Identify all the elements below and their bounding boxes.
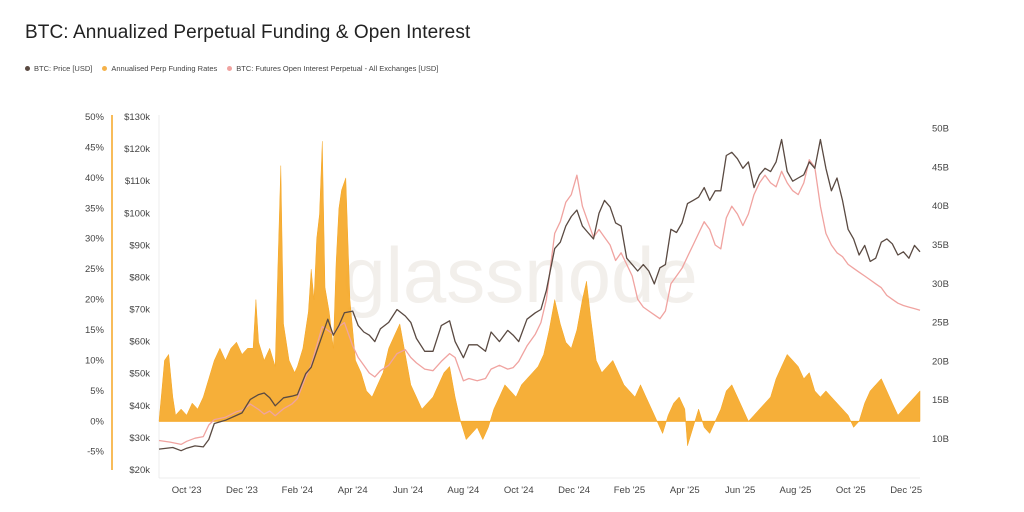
price-tick-label: $50k [129,369,150,380]
price-tick-label: $130k [124,112,150,123]
x-tick-label: Oct '23 [172,485,202,496]
chart-title: BTC: Annualized Perpetual Funding & Open… [25,22,471,43]
price-series [158,138,921,452]
funding-area [158,141,921,446]
funding-tick-label: 35% [85,203,105,214]
x-tick-label: Feb '24 [282,485,313,496]
funding-tick-label: 25% [85,264,105,275]
price-tick-label: $120k [124,144,150,155]
legend-label-price: BTC: Price [USD] [34,64,93,73]
x-tick-label: Dec '23 [226,485,258,496]
legend-label-open-interest: BTC: Futures Open Interest Perpetual - A… [236,64,439,73]
funding-tick-label: 10% [85,355,105,366]
funding-tick-label: -5% [87,447,104,458]
legend-item-open-interest[interactable]: BTC: Futures Open Interest Perpetual - A… [227,64,438,73]
legend-item-funding[interactable]: Annualised Perp Funding Rates [102,64,217,73]
x-tick-label: Dec '24 [558,485,590,496]
legend-dot-funding [102,66,108,71]
price-tick-label: $80k [129,272,150,283]
price-tick-label: $100k [124,208,150,219]
legend-dot-price [25,66,30,71]
oi-tick-label: 25B [932,318,949,329]
funding-series [158,141,921,446]
funding-tick-label: 0% [90,416,104,427]
funding-tick-label: 20% [85,295,105,306]
oi-tick-label: 10B [932,434,949,445]
chart-legend: BTC: Price [USD] Annualised Perp Funding… [25,64,438,73]
x-tick-label: Jun '25 [725,485,755,496]
oi-tick-label: 15B [932,395,949,406]
x-tick-label: Feb '25 [614,485,645,496]
funding-tick-label: 40% [85,173,105,184]
price-line [158,138,921,452]
price-tick-label: $90k [129,240,150,251]
watermark: glassnode [342,231,698,319]
funding-tick-label: 30% [85,234,105,245]
price-tick-label: $70k [129,305,150,316]
x-tick-label: Oct '24 [504,485,534,496]
funding-tick-label: 45% [85,142,105,153]
price-tick-label: $30k [129,433,150,444]
legend-item-price[interactable]: BTC: Price [USD] [25,64,92,73]
x-tick-label: Aug '25 [780,485,812,496]
funding-tick-label: 5% [90,386,104,397]
oi-tick-label: 50B [932,124,949,135]
x-tick-label: Apr '24 [338,485,368,496]
axis-ticks: 50% 45% 40% 35% 30% 25% 20% 15% 10% 5% 0% -5% $130k $… [85,112,949,496]
oi-tick-label: 30B [932,279,949,290]
x-tick-label: Apr '25 [670,485,700,496]
price-tick-label: $110k [125,176,150,187]
x-tick-label: Aug '24 [447,485,479,496]
oi-tick-label: 45B [932,162,949,173]
x-tick-label: Jun '24 [393,485,423,496]
legend-dot-open-interest [227,66,233,71]
oi-tick-label: 40B [932,201,949,212]
oi-tick-label: 35B [932,240,949,251]
x-tick-label: Dec '25 [890,485,922,496]
legend-label-funding: Annualised Perp Funding Rates [111,64,218,73]
funding-tick-label: 50% [85,112,105,123]
x-tick-label: Oct '25 [836,485,866,496]
price-tick-label: $40k [129,401,150,412]
price-tick-label: $20k [129,465,150,476]
price-tick-label: $60k [129,337,150,348]
funding-tick-label: 15% [85,325,105,336]
oi-tick-label: 20B [932,356,949,367]
